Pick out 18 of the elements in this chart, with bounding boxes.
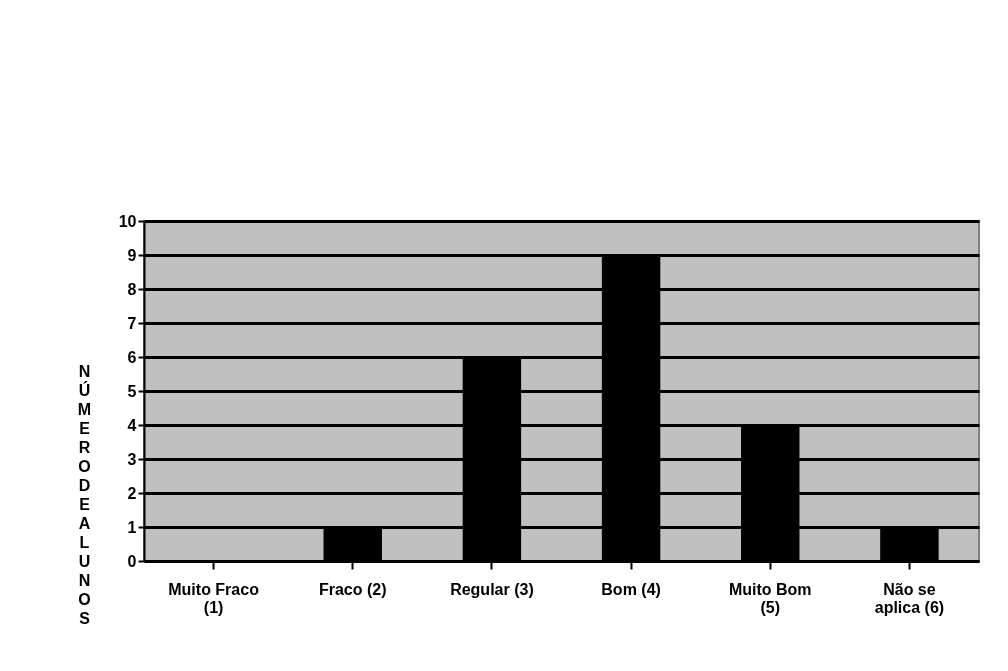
y-tick-label: 2 — [127, 484, 137, 502]
x-tick-label: Fraco (2) — [318, 580, 387, 598]
x-tick-label: Bom (4) — [601, 580, 661, 598]
x-tick-label: Muito Bom (5) — [728, 580, 812, 616]
x-tick-label: Muito Fraco (1) — [168, 580, 260, 616]
text: NÚMERO DE ALUNOS — [77, 362, 92, 627]
y-tick-label: 4 — [127, 416, 137, 434]
x-tick-label: Não se aplica (6) — [874, 580, 945, 616]
y-tick-label: 9 — [127, 246, 137, 264]
y-tick-label: 7 — [127, 314, 137, 332]
x-tick-label: Regular (3) — [450, 580, 534, 598]
y-tick-label: 1 — [127, 518, 137, 536]
y-tick-label: 10 — [118, 212, 137, 230]
y-tick-label: 6 — [127, 348, 137, 366]
y-tick-label: 8 — [127, 280, 137, 298]
y-tick-label: 3 — [127, 450, 137, 468]
y-tick-label: 5 — [127, 382, 137, 400]
y-tick-label: 0 — [127, 552, 137, 570]
